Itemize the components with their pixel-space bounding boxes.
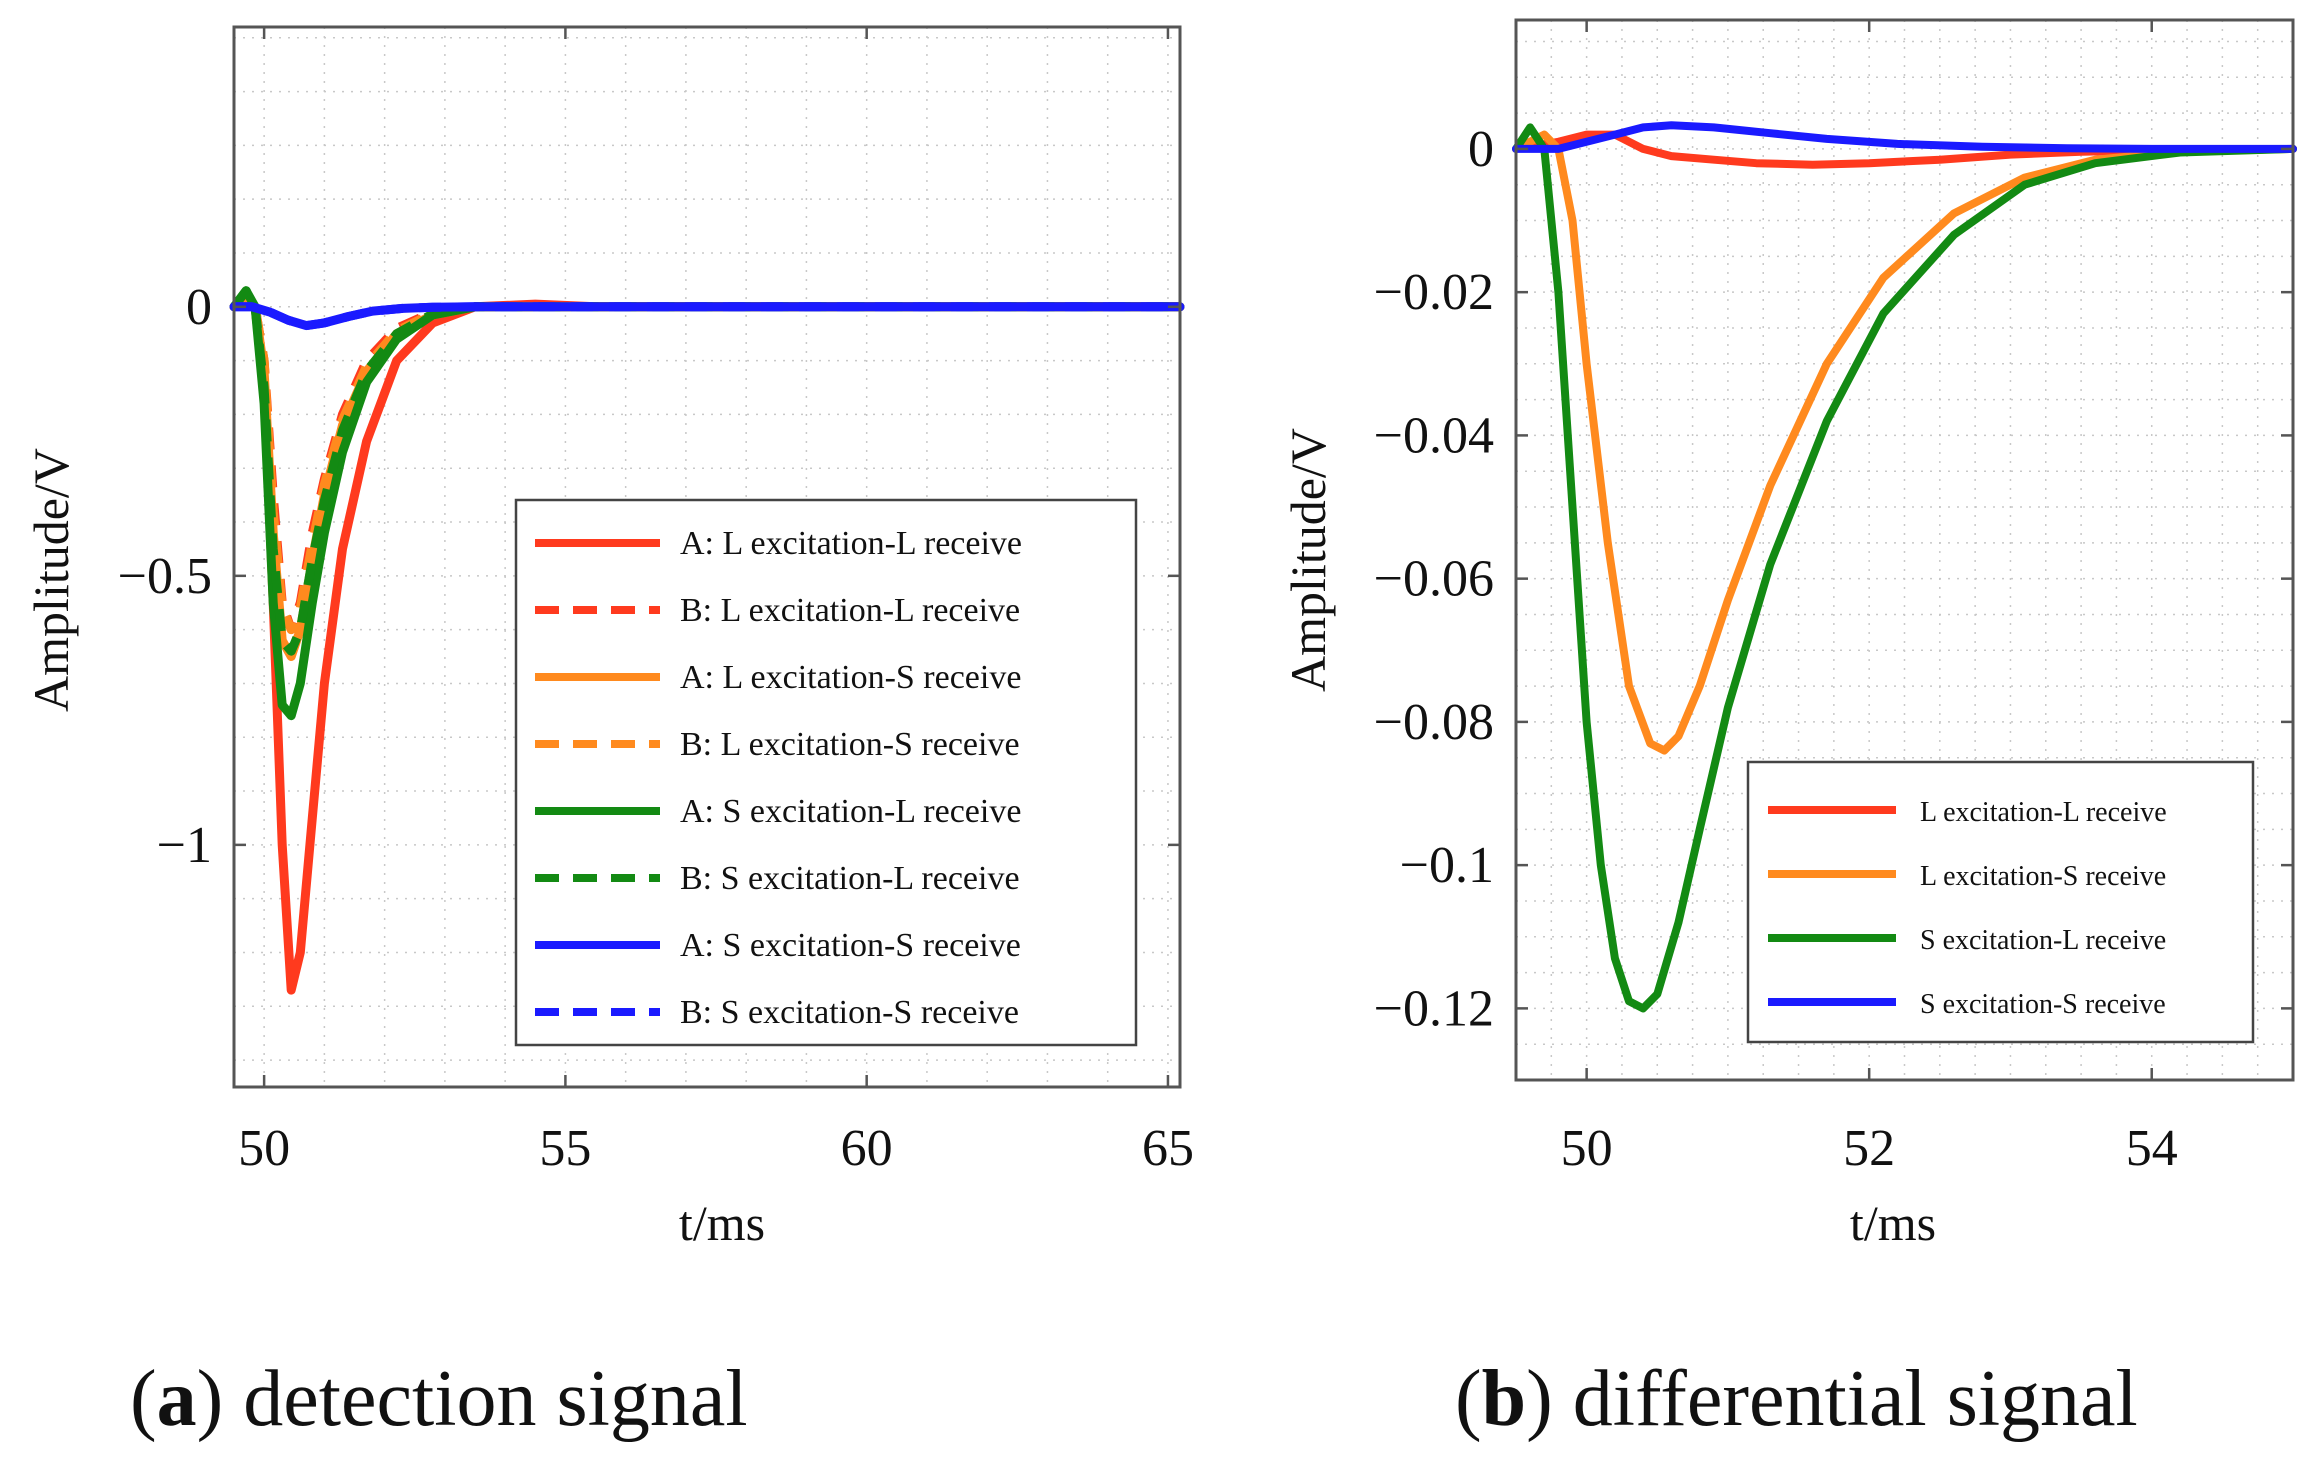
legend-box-a (514, 498, 1138, 1047)
x-tick-label-a-3: 65 (1142, 1120, 1194, 1177)
legend-label-b-0: L excitation-L receive (1920, 797, 2167, 828)
y-tick-label-b-3: −0.06 (1374, 551, 1494, 608)
legend-label-a-7: B: S excitation-S receive (680, 994, 1019, 1031)
caption-a-open: ( (130, 1355, 157, 1443)
x-tick-label-a-2: 60 (841, 1120, 893, 1177)
x-ticks-b: 50 52 54 (1561, 20, 2178, 1177)
x-axis-label-b: t/ms (1850, 1195, 1936, 1251)
x-tick-label-a-1: 55 (539, 1120, 591, 1177)
x-tick-label-a-0: 50 (238, 1120, 290, 1177)
legend-a: A: L excitation-L receive B: L excitation… (514, 498, 1138, 1047)
series-line-a-5 (230, 286, 1180, 656)
svg-text:(b) differential signal: (b) differential signal (1455, 1355, 2138, 1443)
y-tick-label-a-2: −1 (157, 817, 212, 874)
caption-b: (b) differential signal (1455, 1355, 2138, 1443)
legend-label-a-1: B: L excitation-L receive (680, 592, 1020, 629)
y-tick-label-a-1: −0.5 (118, 548, 212, 605)
y-tick-label-b-6: −0.12 (1374, 980, 1494, 1037)
caption-a-close: ) (197, 1355, 244, 1443)
y-ticks-a: 0 −0.5 −1 (118, 279, 1180, 874)
x-tick-label-b-0: 50 (1561, 1120, 1613, 1177)
legend-label-a-3: B: L excitation-S receive (680, 726, 1020, 763)
series-line-b-1 (1512, 130, 2297, 755)
series-line-b-0 (1512, 130, 2297, 169)
y-tick-label-a-0: 0 (186, 279, 212, 336)
x-axis-label-a: t/ms (679, 1195, 765, 1251)
y-tick-label-b-0: 0 (1468, 121, 1494, 178)
legend-label-b-1: L excitation-S receive (1920, 861, 2166, 892)
y-ticks-b: 0 −0.02 −0.04 −0.06 −0.08 −0.1 −0.12 (1374, 121, 2293, 1037)
series-a (229, 286, 1185, 995)
y-axis-label-b: Amplitude/V (1280, 428, 1336, 692)
x-ticks-a: 50 55 60 65 (238, 27, 1194, 1177)
caption-b-open: ( (1455, 1355, 1482, 1443)
caption-b-letter: b (1482, 1355, 1527, 1443)
series-line-a-7 (234, 302, 1180, 331)
panel-b: 50 52 54 0 −0.02 −0.04 −0.06 −0.08 −0.1 −0.12 t/… (1280, 18, 2297, 1443)
legend-label-a-2: A: L excitation-S receive (680, 659, 1021, 696)
y-tick-label-b-2: −0.04 (1374, 407, 1494, 464)
plot-frame-a (232, 25, 1182, 1089)
y-tick-label-b-5: −0.1 (1400, 837, 1494, 894)
legend-label-a-0: A: L excitation-L receive (680, 525, 1022, 562)
series-line-b-2 (1512, 123, 2297, 1013)
series-b (1512, 121, 2297, 1013)
legend-label-b-2: S excitation-L receive (1920, 925, 2166, 956)
y-tick-label-b-4: −0.08 (1374, 694, 1494, 751)
caption-a-text: detection signal (243, 1355, 747, 1443)
legend-label-a-5: B: S excitation-L receive (680, 860, 1020, 897)
caption-a: (a) detection signal (130, 1355, 748, 1443)
legend-label-b-3: S excitation-S receive (1920, 989, 2166, 1020)
legend-label-a-4: A: S excitation-L receive (680, 793, 1021, 830)
y-tick-label-b-1: −0.02 (1374, 264, 1494, 321)
legend-label-a-6: A: S excitation-S receive (680, 927, 1021, 964)
caption-b-text: differential signal (1573, 1355, 2138, 1443)
caption-b-close: ) (1526, 1355, 1573, 1443)
caption-a-letter: a (157, 1355, 197, 1443)
x-tick-label-b-2: 54 (2126, 1120, 2178, 1177)
plot-frame-b (1514, 18, 2295, 1082)
panel-a: 50 55 60 65 0 −0.5 −1 t/ms Amplitude/V A: L e… (23, 25, 1194, 1443)
series-line-b-3 (1512, 121, 2297, 153)
y-axis-label-a: Amplitude/V (23, 448, 79, 712)
svg-text:(a) detection signal: (a) detection signal (130, 1355, 748, 1443)
x-tick-label-b-1: 52 (1843, 1120, 1895, 1177)
legend-b: L excitation-L receive L excitation-S rec… (1746, 760, 2255, 1044)
